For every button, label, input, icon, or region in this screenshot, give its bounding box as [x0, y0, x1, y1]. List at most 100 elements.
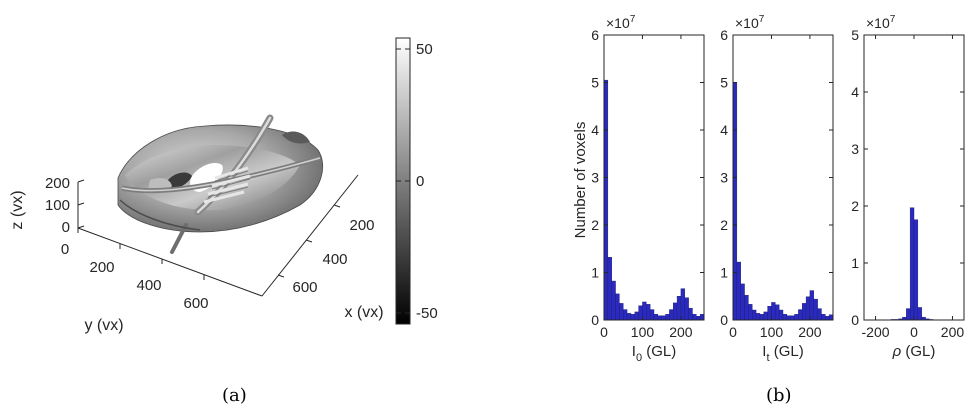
y-tick-label: 2 [720, 217, 728, 233]
x-tick-label: -200 [862, 324, 890, 340]
z-axis-label: z (vx) [9, 190, 26, 229]
histogram-bar [623, 309, 628, 321]
panel-a: 200 100 0 z (vx) 0 200 400 600 y (vx) 20… [9, 37, 438, 334]
histogram-bar [692, 314, 697, 321]
y-axis-line [77, 227, 263, 297]
histogram-bar [786, 315, 791, 321]
y-tick-label: 1 [720, 265, 728, 281]
histogram-bar [684, 297, 689, 321]
caption-b: (b) [766, 385, 792, 406]
y-tick-label: 3 [851, 141, 859, 157]
caption-a: (a) [222, 385, 247, 406]
histogram-bar [913, 219, 919, 321]
z-tick [77, 179, 85, 183]
colorbar-tick-label: 0 [416, 173, 424, 190]
x-tick-label: 0 [600, 324, 608, 340]
histogram-bar [607, 257, 612, 321]
histogram-bar [817, 308, 822, 321]
colorbar: 50 0 -50 [395, 37, 438, 325]
y-tick-label: 3 [720, 170, 728, 186]
histogram-bar [688, 307, 693, 321]
y-tick-label: 200 [89, 259, 114, 276]
histogram-bar [782, 314, 788, 321]
histogram-bar [917, 307, 922, 321]
shell-notch [282, 131, 310, 144]
y-tick-label: 6 [591, 27, 599, 43]
y-tick-label: 5 [851, 27, 859, 43]
x-tick-label: 400 [322, 251, 347, 268]
y-tick-label: 2 [851, 198, 859, 214]
histogram-bar [771, 302, 776, 321]
rib-shadows [207, 170, 251, 198]
z-tick [77, 225, 85, 229]
shell-cavity [168, 172, 192, 189]
x-tick [277, 274, 285, 278]
histogram-bar [634, 311, 639, 321]
histogram-bar [673, 302, 678, 321]
colorbar-tick-label: 50 [416, 41, 433, 58]
histogram-bar [763, 311, 768, 321]
support-leg [170, 223, 188, 254]
histogram-bar [759, 314, 764, 321]
y-tick-label: 2 [591, 217, 599, 233]
histogram-bar [736, 261, 741, 321]
histogram-bar [615, 293, 620, 321]
histogram-bar [744, 295, 749, 321]
histogram-bar [813, 298, 818, 321]
histogram-bar [778, 309, 784, 321]
histogram-bar [790, 315, 795, 321]
x-tick-label: 100 [631, 324, 655, 340]
histogram-bar [649, 309, 655, 321]
colorbar-tick-label: -50 [416, 305, 438, 322]
y-tick-label: 0 [591, 312, 599, 328]
x-tick-label: 200 [349, 217, 374, 234]
histogram-bar [638, 305, 643, 321]
x-axis-label: I0 (GL) [632, 343, 676, 364]
histogram-bar [630, 314, 635, 321]
histogram-bar [696, 316, 701, 321]
histogram-bar [802, 303, 807, 321]
histogram-bar [828, 314, 834, 321]
x-tick [333, 204, 341, 208]
histogram-bar [669, 309, 674, 321]
histogram-bar [805, 296, 811, 321]
axes-frame [603, 34, 705, 321]
histogram-bar [752, 309, 757, 321]
exponent-label: ×107 [606, 14, 636, 31]
x-tick-label: 200 [798, 324, 822, 340]
x-tick-label: 0 [729, 324, 737, 340]
axes-frame [732, 34, 834, 321]
histogram-bar [909, 207, 915, 321]
histogram-bar [661, 315, 666, 321]
histogram-bar [755, 313, 761, 321]
histogram-bar [680, 288, 685, 321]
hist-y-label: Number of voxels [572, 122, 589, 239]
histogram-bar [740, 283, 745, 321]
y-tick-label: 3 [591, 170, 599, 186]
x-tick-label: 100 [760, 324, 784, 340]
histogram-bar [657, 315, 662, 321]
y-tick-label: 5 [591, 75, 599, 91]
y-tick-label: 0 [720, 312, 728, 328]
histogram-bar [665, 314, 670, 321]
histogram-bar [603, 79, 609, 321]
y-tick-label: 1 [851, 255, 859, 271]
y-tick-label: 600 [183, 295, 208, 312]
histogram-bar [699, 314, 705, 321]
y-tick-label: 400 [136, 277, 161, 294]
histogram-bar [794, 314, 799, 321]
histogram-bar [748, 304, 753, 321]
histogram-bar [825, 316, 830, 321]
histogram-bar [809, 290, 814, 321]
x-tick-label: 200 [669, 324, 693, 340]
histogram-it: 0 1 2 3 4 5 6 0 100 200 ×107 It (GL) [720, 14, 834, 364]
volume-render [117, 114, 324, 254]
y-tick-label: 1 [591, 265, 599, 281]
histogram-bar [611, 280, 616, 321]
exponent-label: ×107 [735, 14, 765, 31]
strap-highlight [196, 116, 272, 214]
y-tick-label: 6 [720, 27, 728, 43]
y-tick-label: 0 [851, 312, 859, 328]
